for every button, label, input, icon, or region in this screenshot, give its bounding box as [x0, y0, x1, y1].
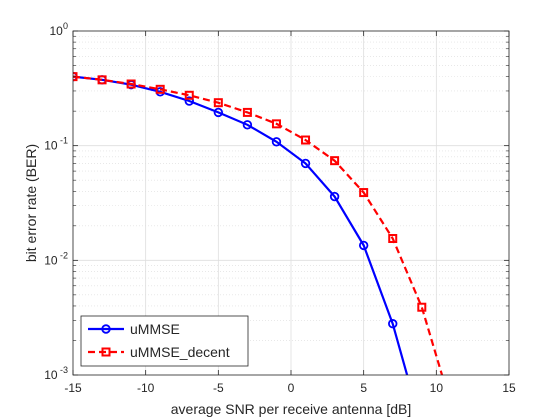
data-point [213, 98, 223, 108]
x-tick-label: 5 [360, 381, 367, 395]
data-point [359, 188, 369, 198]
series-uMMSE-decent [73, 72, 454, 408]
series-line [73, 75, 444, 375]
legend: uMMSE uMMSE_decent [80, 315, 249, 367]
data-point [73, 72, 78, 82]
data-point [242, 107, 252, 117]
y-tick-base: 10 [49, 24, 63, 38]
y-tick-base: 10 [44, 253, 58, 267]
data-point [358, 240, 369, 251]
legend-label: uMMSE_decent [130, 344, 230, 360]
x-tick-label: -15 [64, 381, 82, 395]
legend-marker [101, 324, 111, 334]
y-tick-label: -210 [44, 250, 68, 267]
y-tick-base: 10 [44, 368, 58, 382]
y-tick-labels: 010-110-210-310 [44, 21, 68, 382]
x-tick-labels: -15 -10 -5 0 5 10 15 [64, 381, 516, 395]
data-point [330, 156, 340, 166]
data-point [97, 75, 107, 85]
data-point [300, 158, 311, 169]
x-tick-label: -5 [213, 381, 224, 395]
legend-marker [101, 347, 111, 357]
y-tick-exponent: -2 [60, 250, 68, 260]
x-tick-label: 0 [288, 381, 295, 395]
legend-entry: uMMSE [88, 321, 180, 337]
y-tick-exponent: -3 [60, 365, 68, 375]
y-tick-exponent: 0 [63, 21, 68, 31]
x-tick-label: -10 [137, 381, 155, 395]
data-point [126, 79, 136, 89]
data-point [447, 401, 454, 408]
y-tick-base: 10 [44, 139, 58, 153]
legend-entry: uMMSE_decent [88, 344, 230, 360]
tick-marks [72, 30, 510, 376]
y-tick-label: 010 [49, 21, 68, 38]
data-point [242, 120, 253, 130]
legend-label: uMMSE [130, 321, 180, 337]
data-point [329, 191, 340, 202]
y-tick-exponent: -1 [60, 136, 68, 146]
data-point [213, 107, 224, 118]
data-point [271, 119, 281, 129]
data-point [301, 135, 311, 145]
data-point [155, 84, 165, 94]
data-point [184, 90, 194, 100]
series-layer [73, 71, 454, 408]
legend-box [80, 315, 249, 367]
data-point [388, 319, 398, 329]
data-point [388, 234, 398, 244]
x-tick-label: 15 [502, 381, 516, 395]
x-tick-label: 10 [430, 381, 444, 395]
data-point [417, 302, 427, 312]
x-axis-label: average SNR per receive antenna [dB] [171, 401, 411, 417]
y-tick-label: -110 [44, 136, 68, 153]
y-tick-label: -310 [44, 365, 68, 382]
data-point [184, 96, 194, 106]
y-axis-label: bit error rate (BER) [23, 144, 39, 262]
data-point [271, 137, 282, 147]
